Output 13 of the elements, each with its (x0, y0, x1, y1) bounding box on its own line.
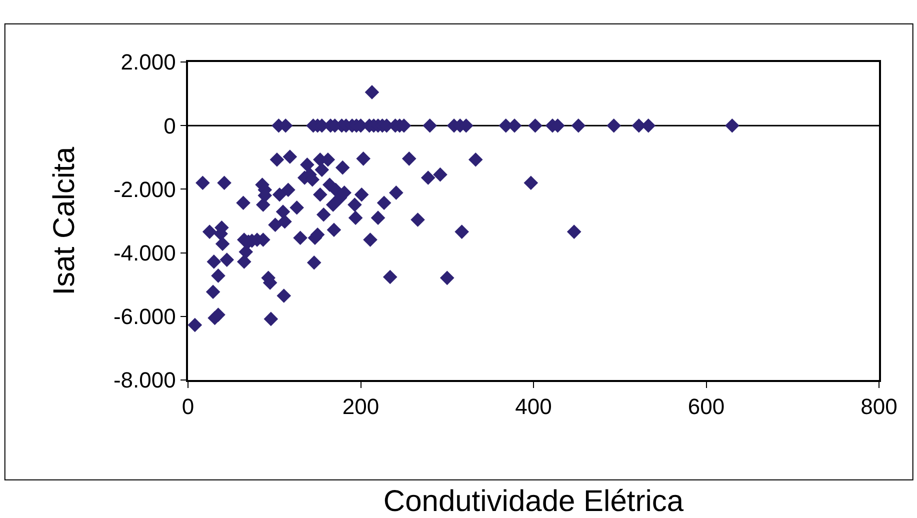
y-axis-title: Isat Calcita (48, 146, 81, 296)
y-tick-label: 2.000 (120, 50, 176, 75)
x-tick-label: 600 (688, 394, 725, 420)
y-tick-label: -2.000 (113, 176, 176, 202)
y-tick-label: 0 (164, 113, 176, 138)
x-tick-label: 0 (182, 394, 194, 420)
y-tick-label: -6.000 (113, 304, 176, 330)
x-tick-label: 200 (342, 394, 380, 420)
x-tick-label: 400 (515, 394, 552, 420)
y-tick-label: -8.000 (113, 368, 176, 393)
y-tick-label: -4.000 (113, 240, 176, 266)
x-tick-label: 800 (860, 394, 898, 420)
x-axis-title: Condutividade Elétrica (383, 485, 684, 518)
